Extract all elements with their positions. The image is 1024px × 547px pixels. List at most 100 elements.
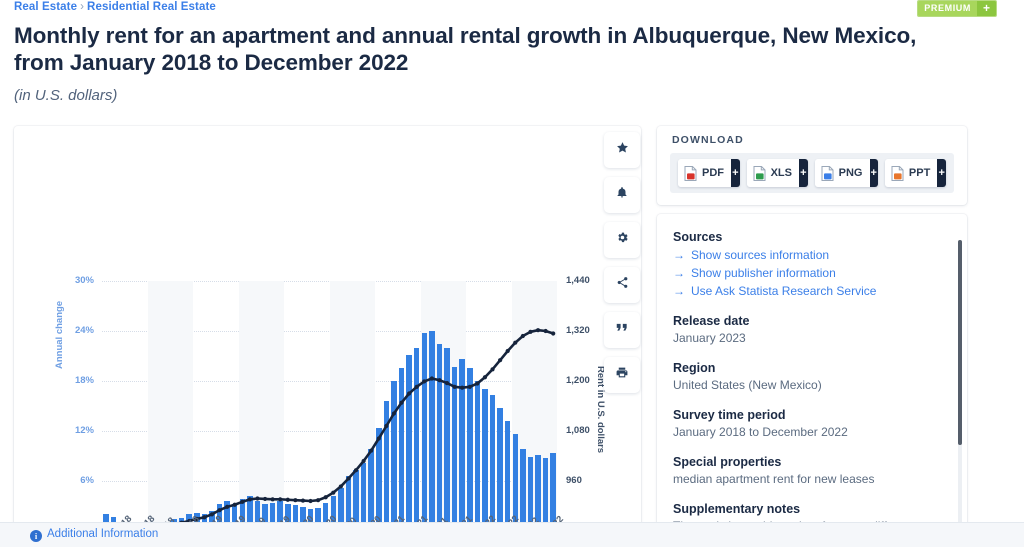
bar[interactable] [330,496,336,531]
line-point[interactable] [444,380,450,386]
line-point[interactable] [490,367,495,372]
line-point[interactable] [437,378,442,383]
line-point[interactable] [369,448,374,453]
breadcrumb-current[interactable]: Residential Real Estate [87,1,216,13]
download-ppt-button[interactable]: PPT + [884,159,946,187]
bar[interactable] [406,355,412,531]
bar[interactable] [315,507,321,531]
bar[interactable] [542,457,549,531]
line-point[interactable] [551,331,556,336]
bar[interactable] [474,381,481,531]
line-point[interactable] [338,484,343,489]
line-point[interactable] [414,384,419,389]
bar[interactable] [451,366,458,531]
bar[interactable] [194,512,200,531]
download-png-button[interactable]: PNG + [814,159,878,187]
breadcrumb-root[interactable]: Real Estate [14,1,78,13]
citation-button[interactable] [604,312,640,348]
line-point[interactable] [255,496,260,501]
bar[interactable] [398,367,405,531]
metadata-scrollbar-thumb[interactable] [958,240,962,445]
bar[interactable] [216,504,223,531]
favorite-button[interactable] [604,132,640,168]
line-point[interactable] [391,411,397,416]
bar[interactable] [391,381,397,531]
line-point[interactable] [209,512,215,517]
line-point[interactable] [300,498,306,503]
line-point[interactable] [202,515,207,520]
bar[interactable] [482,389,488,531]
line-point[interactable] [240,499,245,504]
bar[interactable] [520,448,526,531]
print-button[interactable] [604,357,640,393]
bar[interactable] [376,427,382,531]
bar[interactable] [421,332,427,531]
bar[interactable] [527,456,534,531]
bar[interactable] [338,487,344,531]
line-point[interactable] [262,496,268,502]
download-options-toggle[interactable]: + [799,159,808,187]
bar[interactable] [254,501,261,531]
bar[interactable] [209,511,215,531]
premium-plus-icon[interactable]: + [977,1,996,16]
line-point[interactable] [331,490,336,495]
download-options-toggle[interactable]: + [937,159,946,187]
bar[interactable] [368,449,374,531]
bar[interactable] [239,498,245,531]
bar[interactable] [353,470,359,531]
line-point[interactable] [323,495,328,500]
bar[interactable] [345,476,352,531]
bar[interactable] [269,502,276,531]
download-pdf-button[interactable]: PDF + [678,159,740,187]
line-point[interactable] [475,381,480,386]
bar[interactable] [489,395,496,531]
line-point[interactable] [361,458,366,464]
bar[interactable] [467,367,473,531]
line-point[interactable] [217,508,222,513]
bar[interactable] [277,501,283,531]
bar[interactable] [535,455,541,531]
line-point[interactable] [429,376,434,381]
bar[interactable] [512,434,518,531]
download-options-toggle[interactable]: + [869,159,878,187]
meta-link[interactable]: → Use Ask Statista Research Service [673,282,941,300]
bar[interactable] [550,452,556,531]
meta-link[interactable]: → Show publisher information [673,264,941,282]
share-button[interactable] [604,267,640,303]
line-point[interactable] [407,391,412,396]
line-point[interactable] [247,497,252,502]
bar[interactable] [322,502,329,531]
line-point[interactable] [353,468,359,473]
premium-badge[interactable]: PREMIUM + [917,0,997,17]
bar[interactable] [307,509,314,531]
bar[interactable] [224,501,230,531]
line-point[interactable] [293,498,298,503]
bar[interactable] [504,421,511,531]
line-point[interactable] [399,400,404,405]
line-point[interactable] [232,502,237,507]
line-point[interactable] [278,497,283,502]
bar[interactable] [444,347,450,531]
bar[interactable] [436,344,443,531]
line-point[interactable] [498,358,503,363]
bar[interactable] [459,359,465,531]
line-point[interactable] [520,333,525,339]
bar[interactable] [497,407,503,531]
bar[interactable] [360,462,367,531]
line-point[interactable] [460,385,465,390]
line-point[interactable] [452,384,457,389]
line-point[interactable] [376,436,381,441]
line-point[interactable] [505,348,510,354]
line-point[interactable] [384,423,389,429]
line-point[interactable] [308,498,313,504]
line-point[interactable] [285,497,290,502]
bar[interactable] [383,401,390,531]
line-point[interactable] [346,476,351,481]
line-point[interactable] [316,498,321,503]
bar[interactable] [285,503,291,531]
settings-button[interactable] [604,222,640,258]
line-point[interactable] [535,328,541,333]
bar[interactable] [429,331,435,531]
additional-information-link[interactable]: i Additional Information [30,528,158,542]
line-point[interactable] [528,329,533,334]
